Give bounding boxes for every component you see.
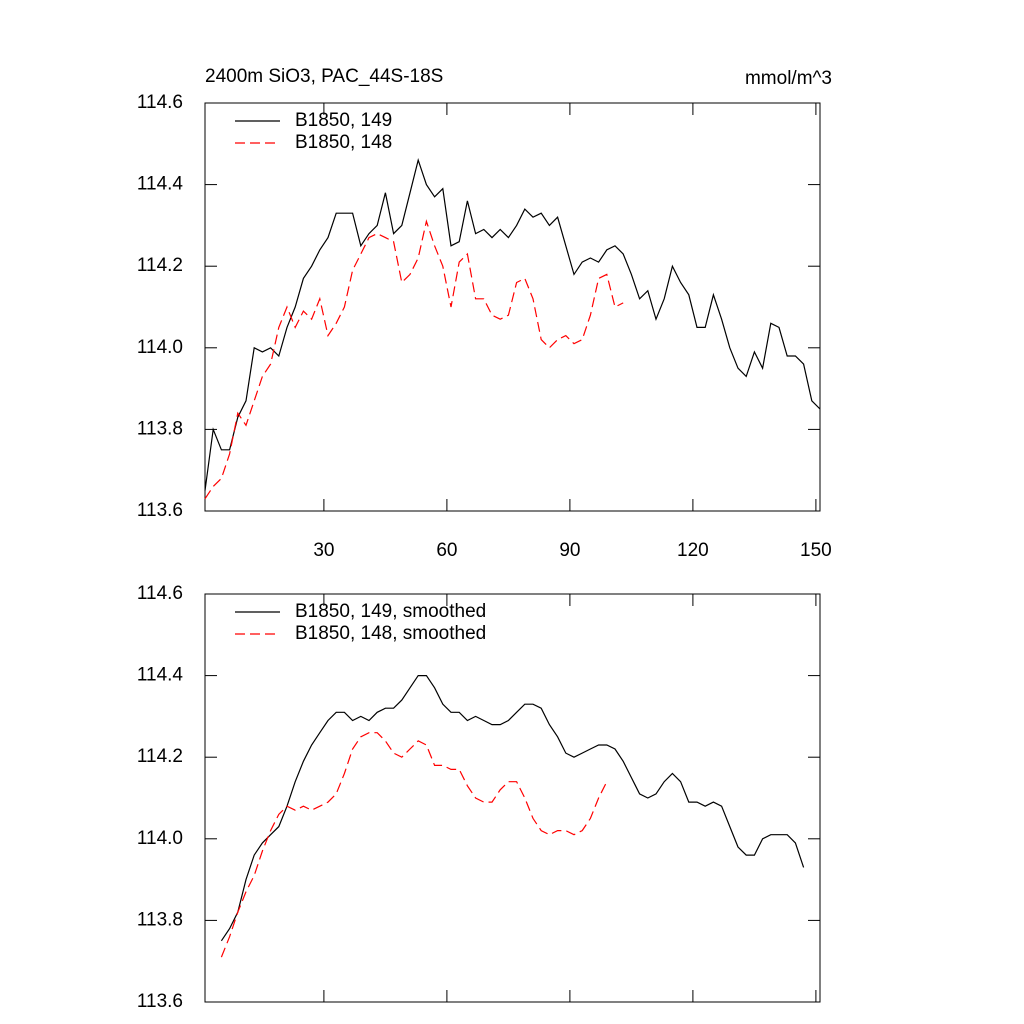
x-tick-label: 120 xyxy=(677,540,709,561)
legend-label: B1850, 149 xyxy=(295,110,392,131)
plot-frame xyxy=(204,102,821,512)
x-tick-label: 60 xyxy=(436,540,457,561)
y-tick-label: 113.8 xyxy=(137,909,183,930)
plot-frame xyxy=(204,593,821,1003)
x-tick-label: 90 xyxy=(559,540,580,561)
data-line xyxy=(204,219,624,500)
y-tick-label: 114.6 xyxy=(137,583,183,604)
legend-label: B1850, 149, smoothed xyxy=(295,601,486,622)
chart-title: 2400m SiO3, PAC_44S-18S xyxy=(205,66,443,87)
x-tick-label: 30 xyxy=(313,540,334,561)
y-tick-label: 114.2 xyxy=(137,746,183,767)
y-tick-label: 114.0 xyxy=(137,828,183,849)
x-tick-label: 150 xyxy=(800,540,832,561)
units-label: mmol/m^3 xyxy=(745,68,832,89)
y-tick-label: 113.6 xyxy=(137,991,183,1012)
y-tick-label: 114.6 xyxy=(137,92,183,113)
data-line xyxy=(220,732,608,958)
legend-label: B1850, 148 xyxy=(295,132,392,153)
y-tick-label: 114.2 xyxy=(137,255,183,276)
legend-label: B1850, 148, smoothed xyxy=(295,623,486,644)
y-tick-label: 113.8 xyxy=(137,418,183,439)
y-tick-label: 114.4 xyxy=(137,174,184,195)
data-line xyxy=(204,157,821,491)
y-tick-label: 114.0 xyxy=(137,337,183,358)
y-tick-label: 114.4 xyxy=(137,665,184,686)
y-tick-label: 113.6 xyxy=(137,500,183,521)
data-line xyxy=(220,675,805,942)
